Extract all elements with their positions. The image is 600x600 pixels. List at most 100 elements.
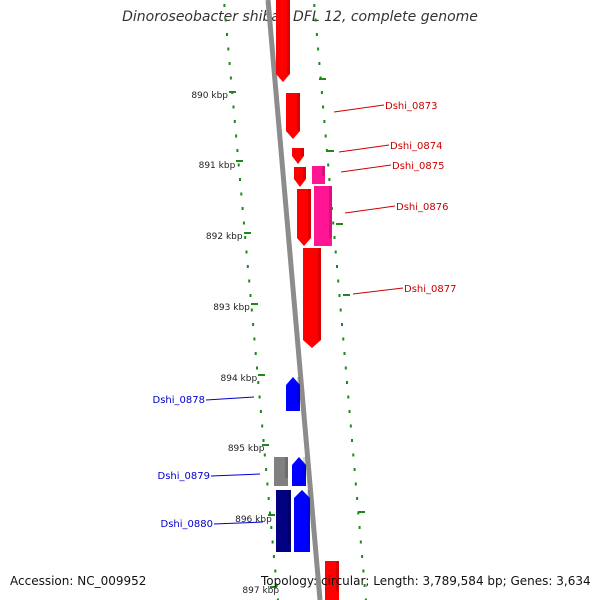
gene-label: Dshi_0879	[158, 471, 210, 482]
gene-arrow-shade	[297, 93, 300, 131]
ruler-label: 892 kbp	[206, 232, 243, 242]
gene-label: Dshi_0874	[390, 141, 442, 152]
gc-dot	[270, 526, 273, 529]
gene-label-leader	[333, 104, 385, 113]
gc-dot	[249, 294, 252, 297]
gc-dot	[314, 18, 317, 22]
gene-arrow	[276, 0, 290, 82]
gc-dot	[364, 598, 367, 600]
gc-dot	[343, 352, 346, 355]
gc-dot	[344, 366, 347, 370]
gc-dot	[351, 439, 353, 442]
gc-dot	[233, 120, 236, 123]
gc-dot	[245, 250, 248, 254]
gc-dash	[244, 232, 251, 234]
gene-arrow	[325, 561, 339, 600]
gc-dot	[275, 584, 278, 587]
gene-arrow-shade	[285, 457, 288, 478]
gc-dot	[262, 439, 265, 442]
gc-dot	[341, 323, 343, 326]
gc-dot	[315, 33, 318, 36]
gc-dot	[356, 497, 359, 500]
gene-arrow-shade	[318, 248, 321, 340]
gene-arrow-shade	[288, 490, 291, 544]
gene-label-leader	[338, 144, 390, 153]
gc-dot	[228, 62, 231, 65]
gc-dash	[319, 78, 326, 80]
gc-dot	[248, 279, 251, 283]
gc-dot	[266, 482, 269, 486]
gc-dot	[237, 163, 240, 167]
gc-dot	[363, 584, 366, 587]
gc-dash	[327, 150, 334, 152]
gc-dots-left	[223, 4, 279, 600]
gc-dash	[258, 374, 265, 376]
gene-arrow	[294, 490, 310, 552]
ruler-label: 893 kbp	[213, 303, 250, 313]
gc-dot	[346, 381, 348, 384]
gene-arrow-shade	[303, 457, 306, 478]
gc-dot	[274, 569, 277, 573]
gc-dot	[323, 120, 326, 123]
gc-dot	[257, 381, 260, 384]
ruler-label: 895 kbp	[228, 444, 265, 454]
gene-arrow-shade	[301, 148, 304, 156]
gc-dot	[313, 4, 316, 7]
gene-arrow-shade	[329, 186, 332, 238]
gc-dot	[318, 62, 321, 65]
gene-label: Dshi_0878	[153, 395, 205, 406]
gc-dot	[324, 134, 327, 138]
gc-dot	[352, 453, 355, 457]
gc-dot	[336, 265, 338, 268]
forward-genes	[276, 0, 339, 600]
gene-arrow-shade	[307, 490, 310, 544]
accession-text: Accession: NC_009952	[10, 574, 147, 588]
gc-dash	[268, 514, 275, 516]
gc-dot	[338, 294, 341, 297]
gc-dot	[235, 134, 238, 138]
gc-dot	[337, 279, 340, 283]
gc-dot	[354, 482, 357, 486]
gc-dot	[322, 105, 325, 109]
gene-arrow-shade	[308, 189, 311, 238]
ruler: 890 kbp 891 kbp 892 kbp 893 kbp 894 kbp 895 k…	[191, 91, 279, 596]
gc-dot	[250, 308, 253, 312]
gc-dot	[276, 598, 279, 600]
gene-arrow	[274, 457, 288, 486]
gc-dash	[229, 91, 236, 93]
gc-dot	[241, 207, 244, 210]
gc-dot	[236, 149, 239, 152]
gc-dot	[223, 4, 226, 7]
gene-label-leader	[210, 473, 261, 477]
gc-dash	[236, 160, 243, 162]
gene-label: Dshi_0873	[385, 101, 437, 112]
gene-arrow	[286, 93, 300, 139]
gc-dot	[269, 511, 271, 515]
gc-dot	[328, 178, 331, 181]
gene-arrow	[286, 377, 300, 411]
gene-arrow-shade	[322, 166, 325, 176]
gc-dot	[232, 105, 235, 109]
genome-backbone	[265, 0, 323, 600]
gc-dot	[349, 424, 352, 428]
gc-dash	[251, 303, 258, 305]
gc-dot	[320, 91, 323, 94]
gc-dot	[239, 178, 241, 181]
gc-dot	[259, 410, 262, 413]
ruler-label: 897 kbp	[242, 586, 279, 596]
gene-label-leader	[344, 205, 396, 214]
gc-dot	[339, 308, 342, 312]
gc-dot	[358, 526, 361, 529]
gene-arrow	[276, 490, 291, 552]
gc-dot	[362, 569, 365, 573]
gc-dash	[270, 586, 277, 588]
gc-dot	[227, 47, 230, 51]
gc-dot	[332, 221, 335, 225]
gene-arrow	[303, 248, 321, 348]
gc-dot	[353, 468, 356, 471]
gc-dot	[258, 395, 261, 399]
ruler-label: 890 kbp	[191, 91, 228, 101]
gene-arrow-shade	[303, 167, 306, 179]
gene-label-leader	[340, 164, 392, 173]
gene-label: Dshi_0877	[404, 284, 456, 295]
